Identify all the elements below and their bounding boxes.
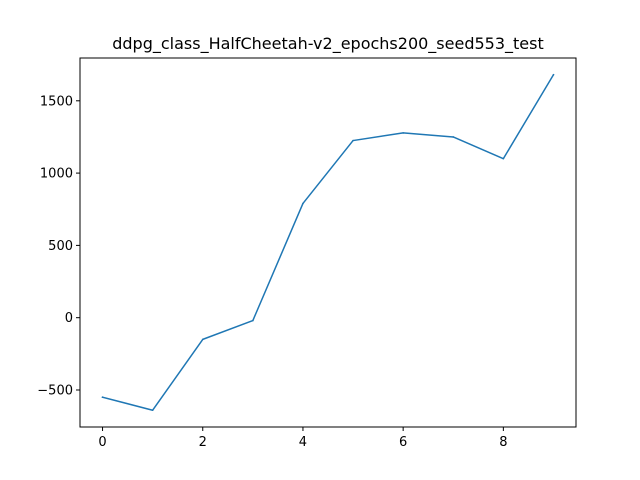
data-point (552, 73, 555, 76)
plot-frame (79, 57, 577, 428)
x-tick-label: 6 (399, 435, 407, 450)
y-tick-label: 1000 (40, 167, 73, 182)
data-point (101, 396, 104, 399)
series-layer (101, 73, 555, 412)
y-tick-label: 1500 (40, 94, 73, 109)
data-point (502, 157, 505, 160)
data-point (151, 409, 154, 412)
x-axis: 0 2 4 6 8 (98, 427, 507, 450)
y-tick-label: 0 (65, 311, 73, 326)
x-tick-label: 8 (499, 435, 507, 450)
y-tick-label: −500 (37, 383, 73, 398)
x-tick-label: 4 (299, 435, 307, 450)
data-point (302, 202, 304, 205)
data-point (402, 132, 404, 134)
chart-title: ddpg_class_HalfCheetah-v2_epochs200_seed… (112, 34, 544, 54)
y-tick-label: 500 (48, 239, 73, 254)
x-tick-label: 2 (199, 435, 207, 450)
series-line-0 (101, 73, 555, 411)
data-point (452, 136, 455, 138)
data-point (252, 319, 254, 322)
y-axis: −500 0 500 1000 1500 (37, 94, 80, 398)
data-point (352, 139, 354, 142)
data-point (201, 338, 204, 341)
x-tick-label: 0 (98, 435, 106, 450)
